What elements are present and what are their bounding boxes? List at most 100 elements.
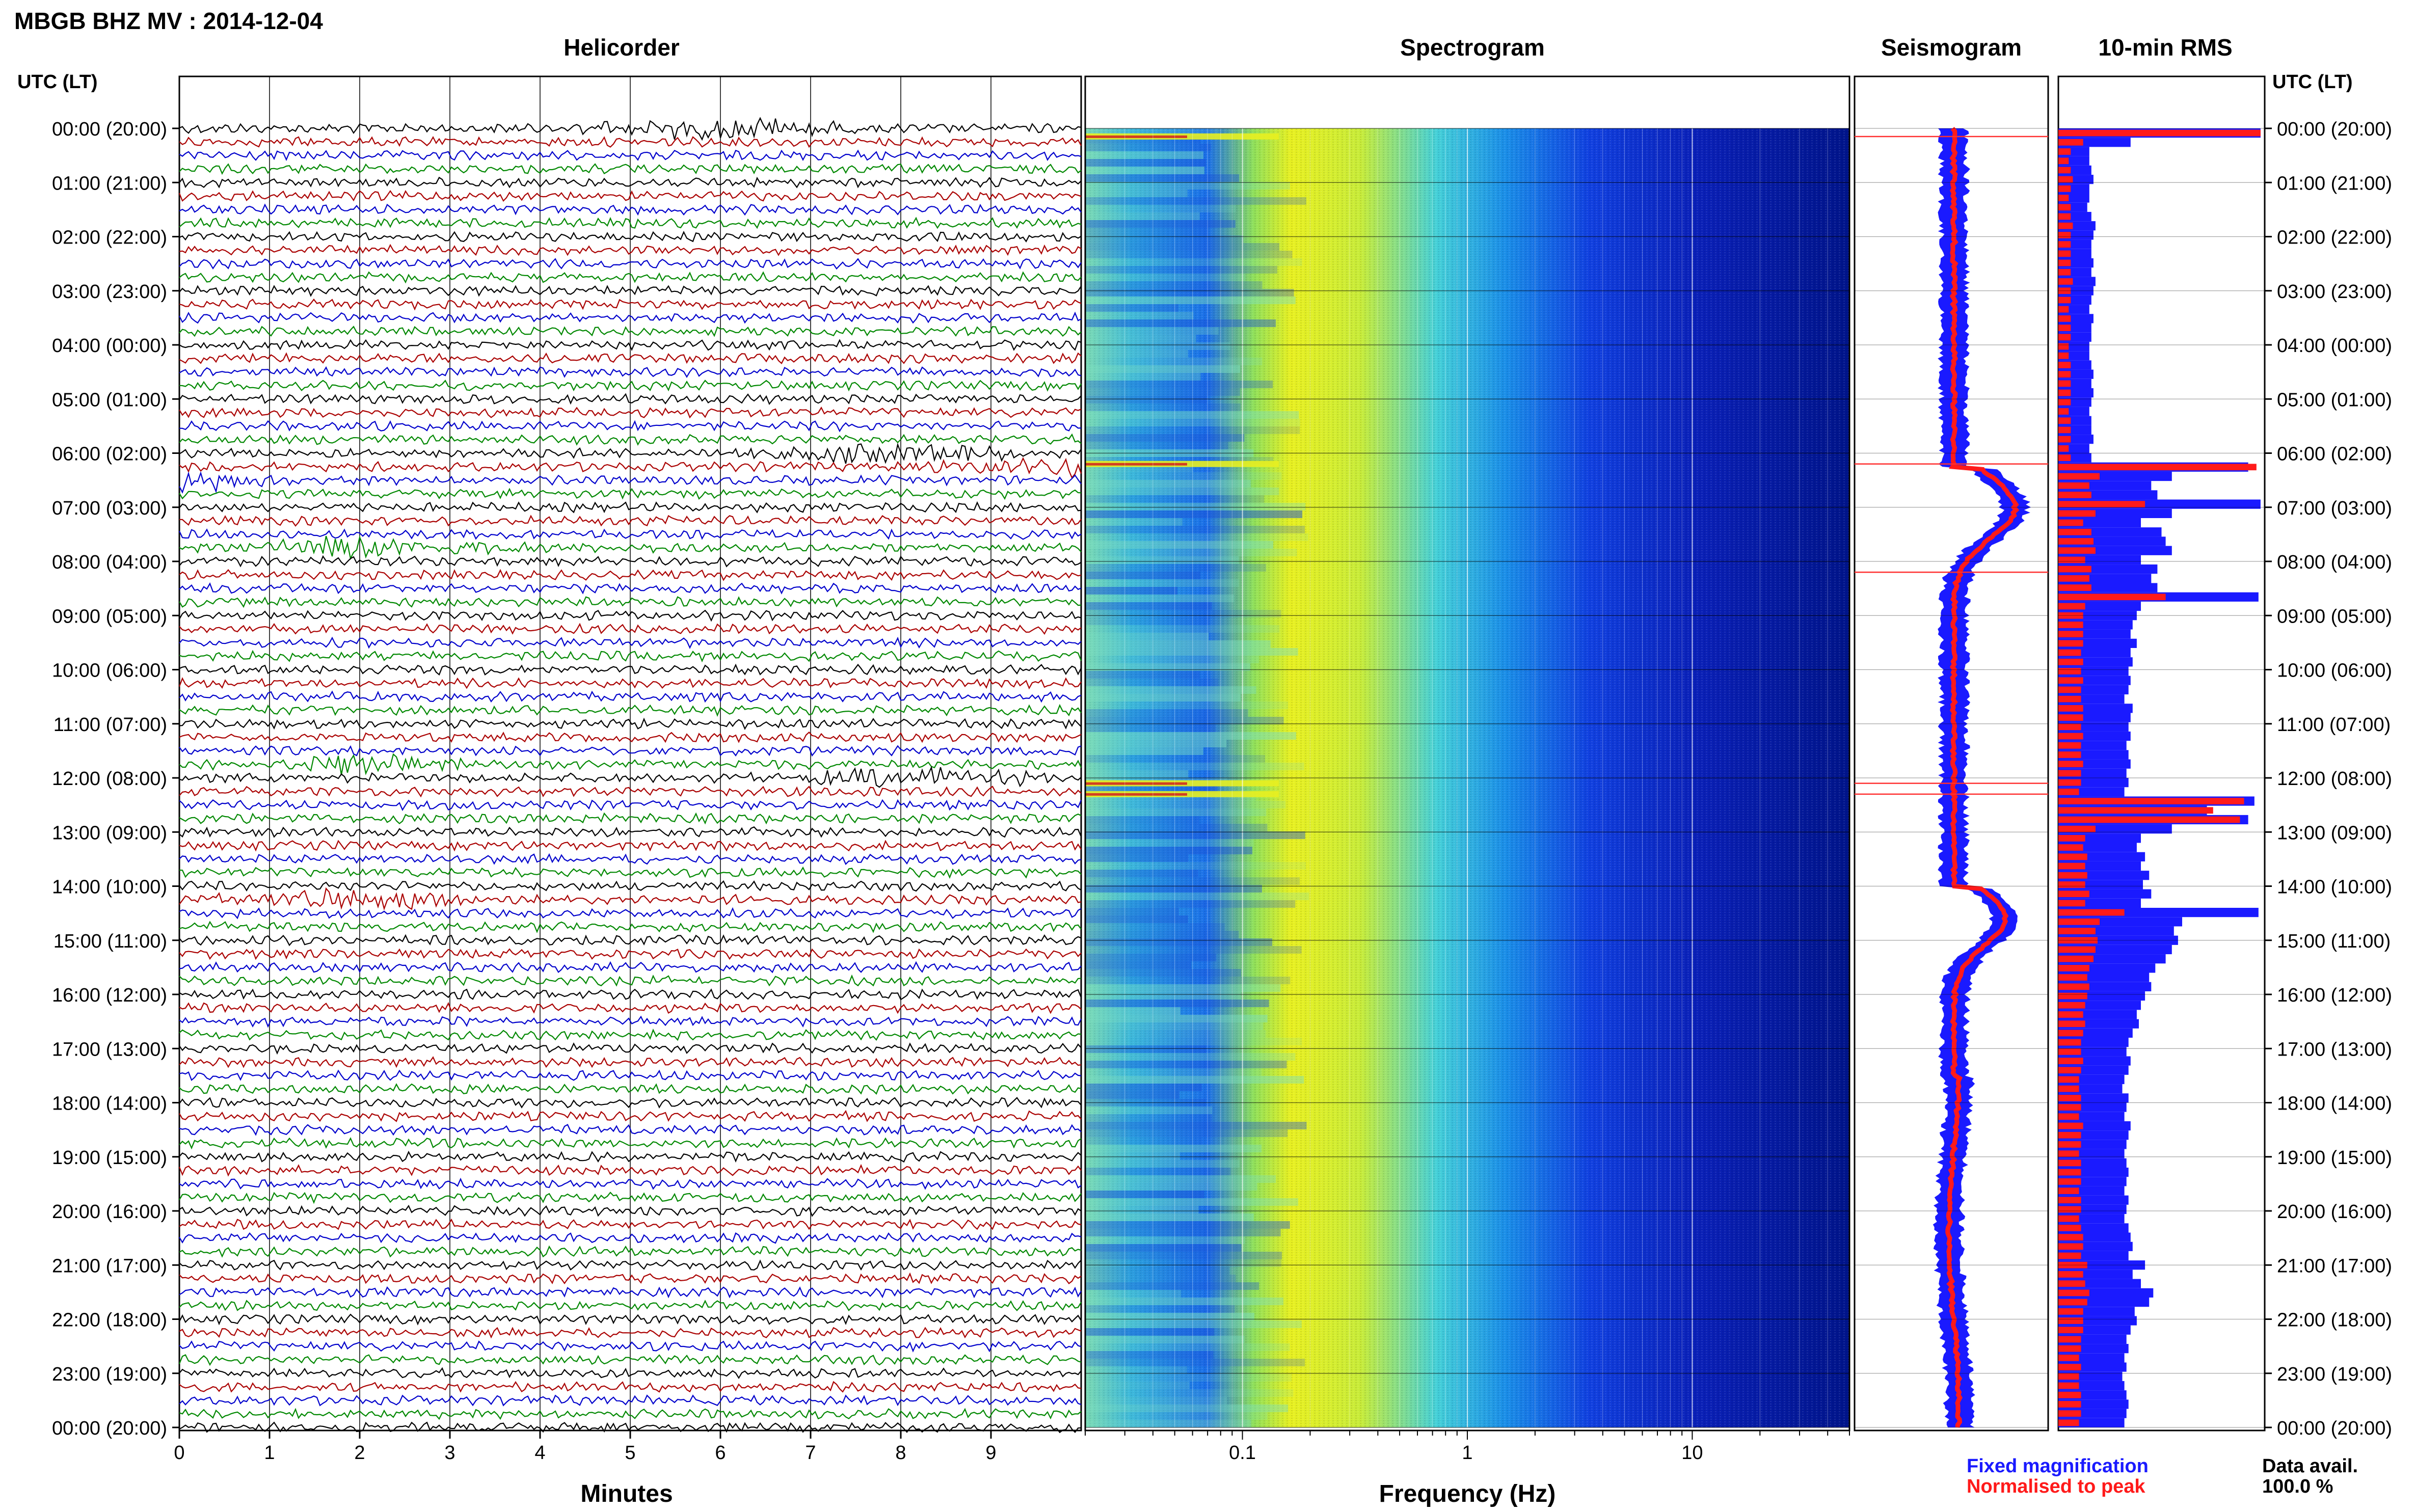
helicorder-trace: [179, 1029, 1082, 1041]
rms-normalised-bar: [2058, 1095, 2081, 1101]
helicorder-trace: [179, 690, 1082, 703]
rms-normalised-bar: [2058, 946, 2096, 953]
helicorder-trace: [179, 1204, 1082, 1217]
helicorder-trace: [179, 609, 1082, 622]
time-label-right: 09:00 (05:00): [2277, 606, 2392, 627]
time-label-right: 04:00 (00:00): [2277, 335, 2392, 357]
spectrogram-row: [1085, 579, 1239, 587]
time-label-left: 22:00 (18:00): [52, 1310, 167, 1331]
rms-normalised-bar: [2058, 371, 2071, 378]
rms-normalised-bar: [2058, 1030, 2083, 1037]
spectrogram-row: [1085, 1275, 1236, 1282]
rms-normalised-bar: [2058, 408, 2069, 415]
spectrogram-row: [1085, 679, 1219, 686]
minute-tick-label: 4: [534, 1442, 545, 1464]
rms-normalised-bar: [2058, 334, 2071, 341]
time-label-left: 14:00 (10:00): [52, 877, 167, 898]
spectrogram-row: [1085, 908, 1179, 915]
spectrogram-row: [1085, 893, 1309, 900]
rms-normalised-bar: [2058, 909, 2125, 916]
frequency-tick-label: 10: [1681, 1442, 1703, 1464]
spectrogram-row: [1085, 816, 1199, 824]
rms-normalised-bar: [2058, 983, 2089, 990]
helicorder-trace: [179, 887, 1082, 911]
rms-normalised-bar: [2058, 881, 2085, 888]
rms-normalised-bar: [2058, 343, 2069, 350]
helicorder-trace: [179, 840, 1082, 852]
time-label-left: 10:00 (06:00): [52, 660, 167, 682]
rms-normalised-bar: [2058, 417, 2071, 424]
spectrogram-row: [1085, 984, 1281, 992]
spectrogram-row: [1085, 151, 1203, 159]
spectrogram-row: [1085, 472, 1282, 480]
legend-normalised: Normalised to peak: [1967, 1476, 2145, 1497]
spectrogram-row: [1085, 503, 1306, 510]
spectrogram-row: [1085, 1061, 1287, 1068]
spectrogram-row: [1085, 732, 1296, 740]
rms-normalised-bar: [2058, 723, 2081, 731]
time-label-left: 05:00 (01:00): [52, 389, 167, 411]
spectrogram-row: [1085, 763, 1304, 770]
rms-normalised-bar: [2058, 259, 2071, 266]
helicorder-trace: [179, 596, 1082, 608]
helicorder-trace: [179, 1192, 1082, 1204]
spectrogram-row: [1085, 197, 1306, 205]
spectrogram-row: [1085, 190, 1188, 197]
seismogram-normalised-trace: [1945, 127, 2020, 1428]
helicorder-trace: [179, 163, 1082, 175]
spectrogram-row: [1085, 854, 1189, 862]
rms-normalised-bar: [2058, 733, 2083, 740]
helicorder-trace: [179, 352, 1082, 364]
spectrogram-row: [1085, 1374, 1292, 1382]
spectrogram-row: [1085, 1282, 1259, 1290]
rms-normalised-bar: [2058, 1206, 2081, 1213]
rms-normalised-bar: [2058, 1271, 2083, 1278]
rms-normalised-bar: [2058, 398, 2071, 406]
spectrogram-row: [1085, 228, 1209, 235]
rms-normalised-bar: [2058, 1289, 2089, 1297]
spectrogram-row: [1085, 174, 1239, 182]
time-label-right: 00:00 (20:00): [2277, 1418, 2392, 1439]
helicorder-trace: [179, 1367, 1082, 1380]
helicorder-trace: [179, 515, 1082, 527]
spectrogram-row: [1085, 296, 1296, 304]
helicorder-title: Helicorder: [564, 34, 680, 61]
helicorder-trace: [179, 1015, 1082, 1028]
helicorder-trace: [178, 190, 1082, 202]
rms-normalised-bar: [2058, 1113, 2079, 1120]
spectrogram-row: [1085, 1213, 1254, 1221]
spectrogram-row: [1085, 335, 1196, 342]
rms-normalised-bar: [2058, 473, 2100, 480]
rms-normalised-bar: [2058, 835, 2085, 842]
time-label-left: 18:00 (14:00): [52, 1093, 167, 1115]
rms-normalised-bar: [2058, 1373, 2079, 1380]
spectrogram-row: [1085, 587, 1178, 595]
spectrogram-row: [1085, 870, 1198, 877]
helicorder-trace: [179, 393, 1082, 406]
spectrogram-row: [1085, 877, 1300, 885]
spectrogram-row: [1085, 717, 1284, 724]
spectrogram-row: [1085, 610, 1281, 617]
rms-normalised-bar: [2058, 538, 2094, 545]
spectrogram-row: [1085, 342, 1230, 350]
spectrogram-row: [1085, 1091, 1180, 1099]
rms-normalised-bar: [2058, 1141, 2081, 1148]
rms-normalised-bar: [2058, 1401, 2081, 1408]
time-label-right: 05:00 (01:00): [2277, 389, 2392, 411]
spectrogram-row: [1085, 182, 1291, 190]
spectrogram-row: [1085, 495, 1265, 503]
rms-normalised-bar: [2058, 751, 2081, 758]
helicorder-trace: [179, 826, 1082, 838]
rms-normalised-bar: [2058, 649, 2081, 656]
helicorder-trace: [179, 765, 1082, 788]
spectrogram-row: [1085, 1152, 1180, 1160]
helicorder-trace: [179, 853, 1082, 866]
spectrogram-row: [1085, 434, 1245, 442]
rms-normalised-bar: [2058, 362, 2071, 368]
spectrogram-row: [1085, 1076, 1304, 1084]
helicorder-trace: [179, 1232, 1082, 1244]
spectrogram-row: [1085, 572, 1200, 579]
minute-tick-label: 8: [895, 1442, 906, 1464]
spectrogram-row: [1085, 1320, 1302, 1328]
spectrogram-row: [1085, 396, 1208, 403]
